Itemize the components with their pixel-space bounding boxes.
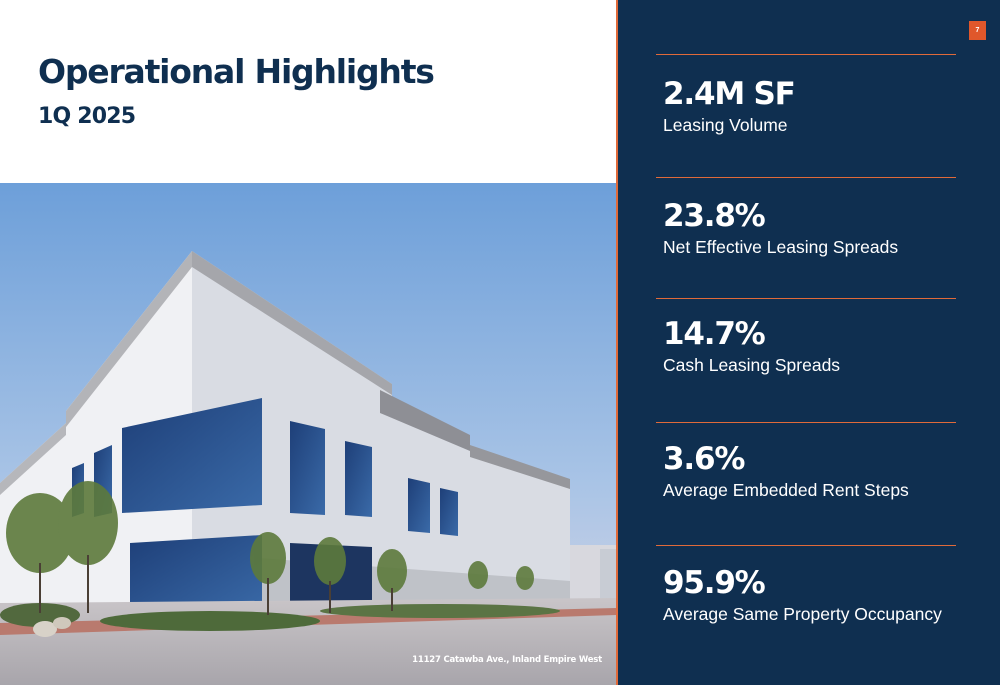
period-subtitle: 1Q 2025 [38, 104, 136, 129]
metric-value: 3.6% [663, 441, 745, 477]
metric-divider [656, 177, 956, 178]
metric-rent-steps: 3.6% Average Embedded Rent Steps [663, 441, 909, 502]
metric-divider [656, 545, 956, 546]
left-panel: Operational Highlights 1Q 2025 [0, 52, 616, 685]
metric-divider [656, 422, 956, 423]
metrics-panel: 7 2.4M SF Leasing Volume 23.8% Net Effec… [616, 0, 1000, 685]
metric-label: Cash Leasing Spreads [663, 355, 841, 375]
page-title: Operational Highlights [38, 52, 435, 91]
metric-cash-spreads: 14.7% Cash Leasing Spreads [663, 316, 840, 377]
metric-value: 95.9% [663, 565, 766, 601]
metric-label: Average Embedded Rent Steps [663, 480, 909, 500]
metric-label: Leasing Volume [663, 115, 788, 135]
metric-value: 23.8% [663, 198, 766, 234]
metric-divider [656, 54, 956, 55]
metric-occupancy: 95.9% Average Same Property Occupancy [663, 565, 942, 626]
metric-value: 2.4M SF [663, 76, 796, 112]
metric-label: Net Effective Leasing Spreads [663, 237, 899, 257]
photo-caption: 11127 Catawba Ave., Inland Empire West [412, 655, 602, 665]
metric-label: Average Same Property Occupancy [663, 604, 942, 624]
page-number-badge: 7 [969, 21, 986, 40]
metric-leasing-volume: 2.4M SF Leasing Volume [663, 76, 796, 137]
metric-divider [656, 298, 956, 299]
building-photo: 11127 Catawba Ave., Inland Empire West [0, 183, 616, 685]
metric-net-effective-spreads: 23.8% Net Effective Leasing Spreads [663, 198, 898, 259]
metric-value: 14.7% [663, 316, 766, 352]
